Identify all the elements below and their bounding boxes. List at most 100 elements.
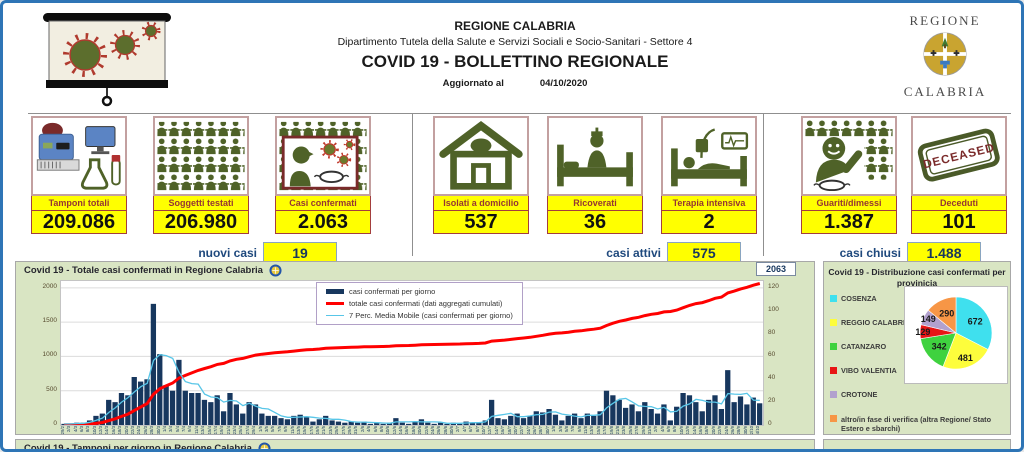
card-casi-confermati: Casi confermati 2.063 <box>275 116 371 235</box>
summary-nuovi-casi: nuovi casi 19 <box>31 242 403 265</box>
x-axis-date-label: 15/5 <box>302 426 308 435</box>
x-axis-date-label: 4/9 <box>659 426 665 432</box>
x-axis-date-label: 17/4 <box>212 426 218 435</box>
x-axis-date-label: 2/3 <box>66 426 72 432</box>
axis-tick-label: 500 <box>46 385 57 393</box>
x-axis-date-label: 27/4 <box>244 426 250 435</box>
x-axis-date-label: 19/5 <box>315 426 321 435</box>
moving-average-swatch <box>326 314 344 317</box>
legend-item-reggio-calabria: REGGIO CALABRIA <box>830 318 1002 327</box>
x-axis-date-label: 7/5 <box>276 426 282 432</box>
x-axis-date-label: 31/8 <box>646 426 652 435</box>
x-axis-date-label: 25/8 <box>627 426 633 435</box>
axis-tick-label: 0 <box>768 420 772 427</box>
x-axis-date-label: 17/8 <box>602 426 608 435</box>
updated-date: 04/10/2020 <box>539 78 588 89</box>
x-axis-date-label: 28/9 <box>736 426 742 435</box>
x-axis-date-label: 27/5 <box>340 426 346 435</box>
x-axis-date-label: 1/8 <box>551 426 557 432</box>
card-label: Ricoverati <box>547 196 643 211</box>
x-axis-date-label: 1/5 <box>257 426 263 432</box>
x-axis-date-label: 19/4 <box>219 426 225 435</box>
x-axis-date-label: 26/6 <box>436 426 442 435</box>
x-axis-date-label: 4/10 <box>755 426 761 435</box>
x-axis-date-label: 29/4 <box>251 426 257 435</box>
x-axis-date-label: 9/8 <box>576 426 582 432</box>
x-axis-date-label: 14/6 <box>398 426 404 435</box>
axis-tick-label: 80 <box>768 328 776 336</box>
summary-casi-chiusi: casi chiusi 1.488 <box>771 242 1011 265</box>
x-axis-date-label: 29/2 <box>59 426 65 435</box>
x-axis-date-label: 8/6 <box>378 426 384 432</box>
summary-label: nuovi casi <box>198 246 257 261</box>
x-axis-date-label: 26/7 <box>532 426 538 435</box>
sneeze-icon <box>275 116 371 196</box>
bar-series-swatch <box>326 289 344 294</box>
x-axis-date-label: 23/8 <box>621 426 627 435</box>
x-axis-date-label: 6/3 <box>78 426 84 432</box>
x-axis-date-label: 22/9 <box>717 426 723 435</box>
x-axis-date-label: 8/9 <box>672 426 678 432</box>
department-line: Dipartimento Tutela della Salute e Servi… <box>337 36 693 48</box>
axis-tick-label: 1000 <box>42 351 57 359</box>
x-axis-date-label: 14/3 <box>104 426 110 435</box>
header: REGIONE CALABRIA Dipartimento Tutela del… <box>27 11 1003 111</box>
card-terapia-intensiva: Terapia intensiva 2 <box>661 116 757 235</box>
card-label: Casi confermati <box>275 196 371 211</box>
page-title: COVID 19 - BOLLETTINO REGIONALE <box>361 52 669 71</box>
x-axis-date-label: 15/8 <box>595 426 601 435</box>
x-axis-date-label: 20/7 <box>512 426 518 435</box>
deceased-stamp-icon: DECEASED <box>911 116 1007 196</box>
x-axis-date-label: 10/7 <box>481 426 486 435</box>
legend-item-vibo-valentia: VIBO VALENTIA <box>830 366 1002 375</box>
x-axis-date-label: 20/9 <box>710 426 716 435</box>
axis-tick-label: 40 <box>768 374 776 382</box>
people-crowd-icon <box>153 116 249 196</box>
card-value: 101 <box>911 211 1007 235</box>
x-axis-date-label: 30/7 <box>544 426 550 435</box>
legend-item-crotone: CROTONE <box>830 390 1002 399</box>
swatch <box>830 415 837 423</box>
x-axis-date-label: 24/7 <box>525 426 531 435</box>
card-group-active: Isolati a domicilio 537 <box>421 116 757 265</box>
swatch <box>830 342 837 350</box>
legend-item-daily-bars: casi confermati per giorno <box>326 287 513 296</box>
x-axis-date-label: 11/5 <box>289 426 295 435</box>
card-guariti-dimessi: Guariti/dimessi 1.387 <box>801 116 897 235</box>
x-axis-date-label: 20/3 <box>123 426 129 435</box>
legend-item-cosenza: COSENZA <box>830 294 1002 303</box>
card-label: Tamponi totali <box>31 196 127 211</box>
x-axis-date-label: 4/7 <box>461 426 467 432</box>
pie-panel-title: Covid 19 - Distribuzione casi confermati… <box>828 267 1006 289</box>
group-divider <box>763 114 764 256</box>
x-axis-date-label: 13/5 <box>295 426 301 435</box>
card-tamponi-totali: Tamponi totali 209.086 <box>31 116 127 235</box>
x-axis-date-label: 8/7 <box>474 426 480 432</box>
regione-calabria-logo: REGIONE CALABRIA <box>889 13 1001 100</box>
x-axis-date-label: 30/9 <box>742 426 748 435</box>
x-axis-date-label: 2/9 <box>653 426 659 432</box>
x-axis-date-label: 14/9 <box>691 426 697 435</box>
updated-row: Aggiornato al 04/10/2020 <box>227 78 803 89</box>
x-axis-date-label: 21/8 <box>615 426 621 435</box>
x-axis-date-label: 9/5 <box>283 426 289 432</box>
pie-legend: COSENZA REGGIO CALABRIA CATANZARO VIBO V… <box>830 294 1002 433</box>
org-name: REGIONE CALABRIA <box>454 19 576 33</box>
header-divider <box>28 113 1011 114</box>
x-axis-date-label: 12/6 <box>391 426 397 435</box>
x-axis-date-label: 22/3 <box>130 426 135 435</box>
x-axis-date-label: 10/9 <box>678 426 684 435</box>
x-axis-date-label: 11/4 <box>193 426 199 435</box>
legend-item-altro: altro/in fase di verifica (altra Regione… <box>830 415 1002 433</box>
x-axis-date-label: 29/8 <box>640 426 646 435</box>
x-axis-date-label: 31/5 <box>353 426 359 435</box>
pie-chart-box: 672 481 342 129 149 290 <box>904 286 1008 384</box>
pie-chart: 672 481 342 129 149 290 <box>907 286 1005 385</box>
axis-tick-label: 100 <box>768 305 779 313</box>
svg-text:129: 129 <box>915 326 930 336</box>
axis-tick-label: 1500 <box>42 317 57 325</box>
x-axis-date-label: 4/3 <box>72 426 78 432</box>
total-cases-chart-panel: Covid 19 - Totale casi confermati in Reg… <box>15 261 815 435</box>
x-axis-date-label: 18/7 <box>506 426 512 435</box>
